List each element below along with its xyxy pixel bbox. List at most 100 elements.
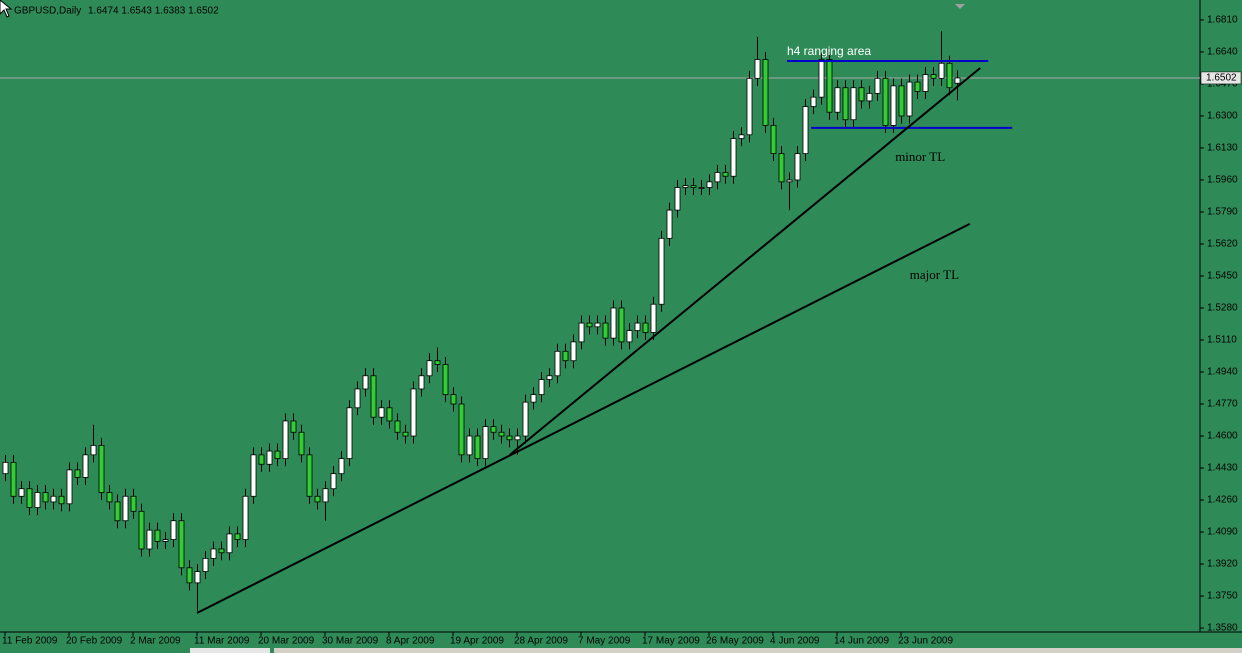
y-tick-label: 1.3920 — [1207, 559, 1238, 570]
candle-body — [282, 420, 289, 460]
candle-body — [922, 74, 929, 92]
candle-body — [850, 87, 857, 121]
candle-body — [538, 379, 545, 395]
y-tick-label: 1.6810 — [1207, 15, 1238, 26]
candle-body — [882, 77, 889, 126]
candle-body — [586, 322, 593, 328]
candle-body — [426, 360, 433, 377]
range-label: h4 ranging area — [787, 44, 871, 58]
candle-body — [754, 59, 761, 79]
candle-body — [90, 445, 97, 456]
x-tick-label: 11 Mar 2009 — [194, 636, 250, 647]
candle-body — [514, 435, 521, 441]
y-tick-label: 1.5790 — [1207, 207, 1238, 218]
candle-body — [722, 172, 729, 177]
candle-body — [938, 62, 945, 79]
candle-body — [602, 322, 609, 339]
candle-body — [954, 77, 961, 84]
candle-body — [946, 62, 953, 89]
candle-body — [778, 153, 785, 183]
candle-body — [346, 407, 353, 460]
candle-body — [738, 134, 745, 139]
x-tick-label: 23 Jun 2009 — [898, 636, 953, 647]
x-tick-label: 20 Mar 2009 — [258, 636, 315, 647]
candle-body — [650, 303, 657, 333]
candle-body — [434, 360, 441, 365]
candle-body — [34, 492, 41, 508]
candle-body — [746, 77, 753, 136]
candle-body — [706, 181, 713, 188]
candle-body — [554, 350, 561, 377]
y-tick-label: 1.4770 — [1207, 399, 1238, 410]
candle-body — [274, 450, 281, 460]
y-tick-label: 1.4090 — [1207, 527, 1238, 538]
trendline-label: major TL — [910, 267, 959, 282]
candle-body — [234, 533, 241, 540]
y-tick-label: 1.6640 — [1207, 47, 1238, 58]
candle-body — [642, 322, 649, 333]
candle-body — [74, 469, 81, 478]
last-price-label: 1.6502 — [1206, 73, 1237, 84]
x-tick-label: 20 Feb 2009 — [66, 636, 123, 647]
candle-body — [570, 341, 577, 362]
candle-body — [506, 435, 513, 441]
chart-title: GBPUSD,Daily — [14, 6, 81, 17]
candle-body — [714, 172, 721, 183]
candle-body — [410, 388, 417, 437]
candle-body — [770, 124, 777, 155]
candle-body — [594, 322, 601, 328]
candle-body — [306, 454, 313, 497]
candle-body — [474, 435, 481, 460]
candle-body — [138, 510, 145, 550]
y-tick-label: 1.6130 — [1207, 143, 1238, 154]
candle-body — [834, 87, 841, 113]
candle-body — [114, 501, 121, 522]
candle-body — [10, 461, 17, 497]
candle-body — [898, 85, 905, 117]
candle-body — [122, 495, 129, 522]
candle-body — [418, 375, 425, 390]
candle-body — [162, 539, 169, 542]
y-tick-label: 1.6300 — [1207, 111, 1238, 122]
last-price-box — [1200, 71, 1242, 85]
candle-body — [130, 495, 137, 512]
candle-body — [730, 138, 737, 177]
candle-body — [370, 375, 377, 418]
candle-body — [666, 209, 673, 239]
candle-body — [154, 529, 161, 542]
candle-body — [610, 307, 617, 339]
candle-body — [42, 492, 49, 503]
x-tick-label: 11 Feb 2009 — [2, 636, 58, 647]
x-tick-label: 2 Mar 2009 — [130, 636, 181, 647]
candle-body — [490, 426, 497, 433]
candle-body — [210, 548, 217, 559]
candle-body — [290, 420, 297, 433]
shift-marker — [955, 4, 965, 9]
candle-body — [394, 420, 401, 433]
candle-body — [202, 557, 209, 572]
candle-body — [186, 567, 193, 584]
candle-body — [858, 87, 865, 102]
trendline — [509, 67, 981, 456]
candle-body — [330, 473, 337, 490]
candle-body — [466, 435, 473, 456]
candle-body — [242, 495, 249, 540]
candle-body — [178, 520, 185, 569]
y-tick-label: 1.4600 — [1207, 431, 1238, 442]
candle-body — [818, 59, 825, 98]
candle-body — [578, 322, 585, 343]
y-tick-label: 1.4940 — [1207, 367, 1238, 378]
candle-body — [906, 81, 913, 117]
x-tick-label: 4 Jun 2009 — [770, 636, 820, 647]
candle-body — [298, 431, 305, 456]
candle-body — [826, 59, 833, 113]
candle-body — [698, 187, 705, 189]
y-tick-label: 1.5280 — [1207, 303, 1238, 314]
candle-body — [66, 469, 73, 505]
y-tick-label: 1.4260 — [1207, 495, 1238, 506]
x-tick-label: 17 May 2009 — [642, 636, 700, 647]
x-tick-label: 8 Apr 2009 — [386, 636, 435, 647]
candle-body — [522, 401, 529, 437]
